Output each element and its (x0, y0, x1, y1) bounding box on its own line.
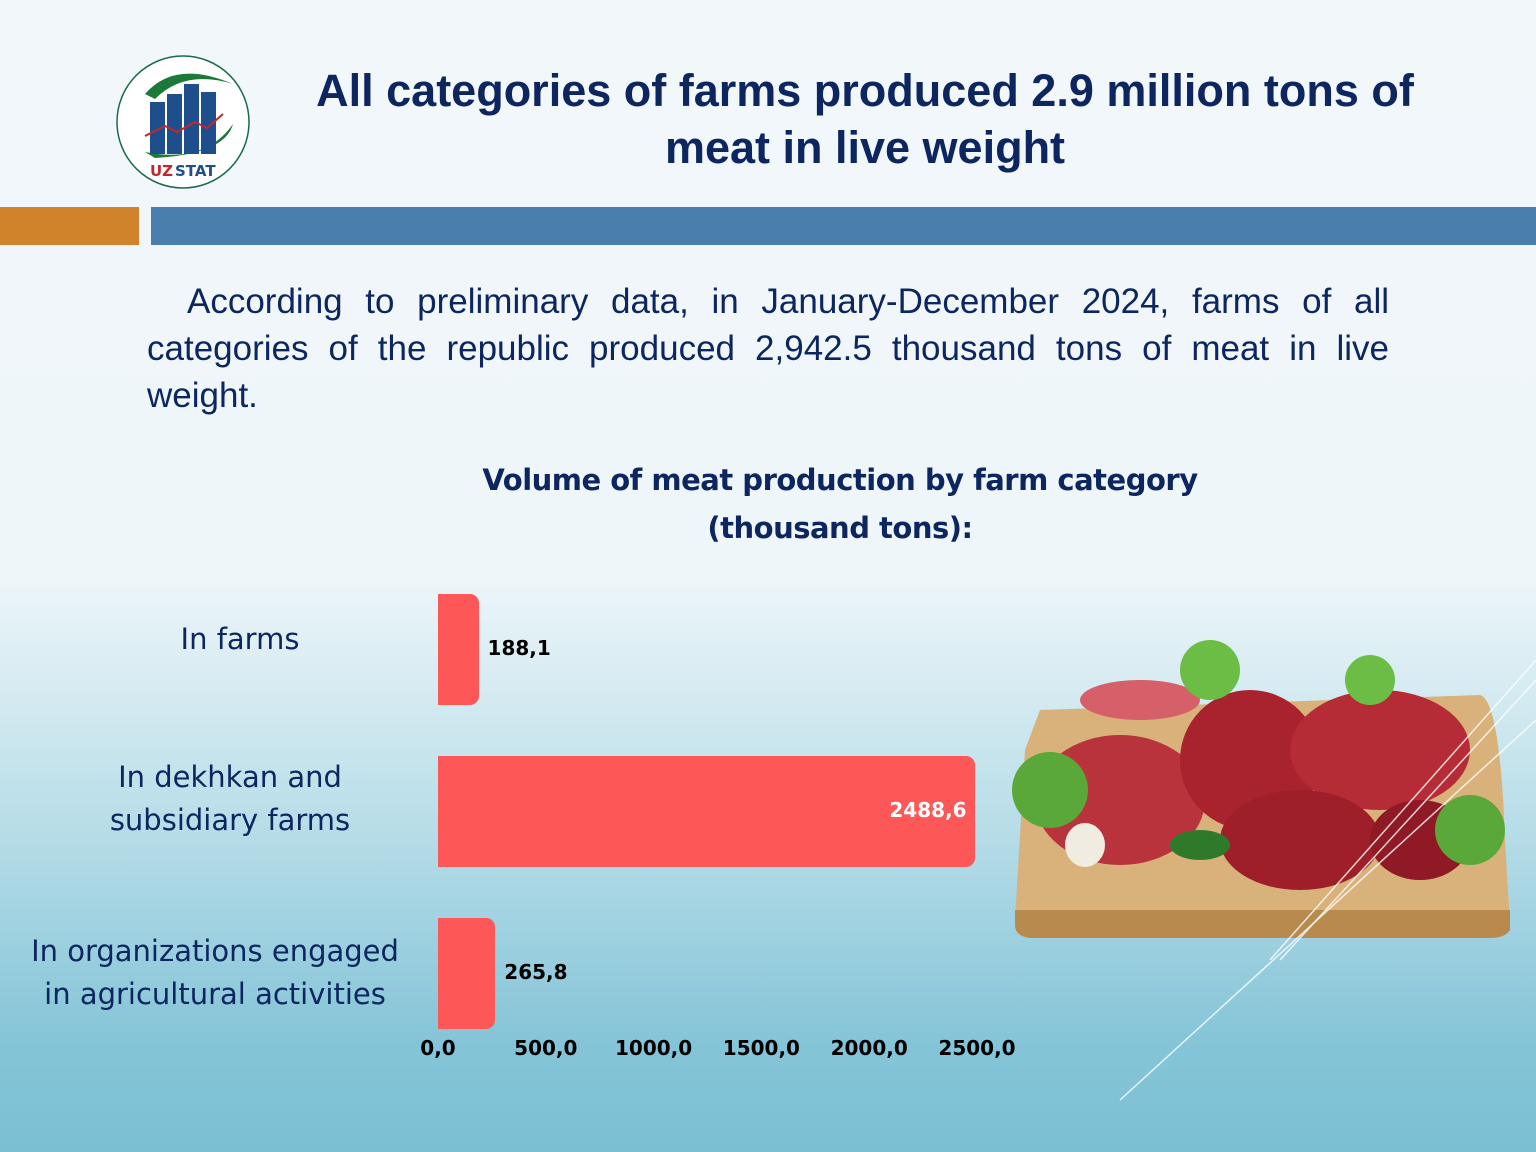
chart-subtitle: (thousand tons): (707, 511, 973, 545)
data-label: 188,1 (487, 636, 551, 660)
uzstat-logo: UZ STAT (115, 54, 251, 190)
accent-bar-blue (151, 207, 1536, 245)
bar (438, 756, 975, 867)
data-label: 2488,6 (889, 798, 967, 822)
meat-board-image (1000, 640, 1520, 940)
x-tick-label: 0,0 (420, 1036, 456, 1060)
bar (438, 918, 496, 1029)
x-tick-label: 1000,0 (615, 1036, 693, 1060)
svg-text:STAT: STAT (175, 162, 216, 180)
bar (438, 594, 479, 705)
intro-paragraph: According to preliminary data, in Januar… (147, 282, 1389, 415)
data-label: 265,8 (504, 960, 568, 984)
x-tick-label: 2000,0 (830, 1036, 908, 1060)
x-tick-label: 1500,0 (722, 1036, 800, 1060)
chart-title-main: Volume of meat production by farm catego… (482, 463, 1198, 497)
category-label-organizations: In organizations engaged in agricultural… (31, 934, 399, 1011)
category-label-farms: In farms (180, 622, 300, 656)
x-tick-label: 2500,0 (938, 1036, 1016, 1060)
category-label-dekhkan: In dekhkan and subsidiary farms (109, 760, 351, 837)
svg-text:UZ: UZ (150, 162, 173, 180)
x-tick-label: 500,0 (514, 1036, 578, 1060)
decorative-lines (1119, 660, 1536, 1101)
accent-bar-orange (0, 207, 139, 245)
page-title: All categories of farms produced 2.9 mil… (316, 65, 1414, 173)
chart-title: Volume of meat production by farm catego… (440, 456, 1240, 552)
